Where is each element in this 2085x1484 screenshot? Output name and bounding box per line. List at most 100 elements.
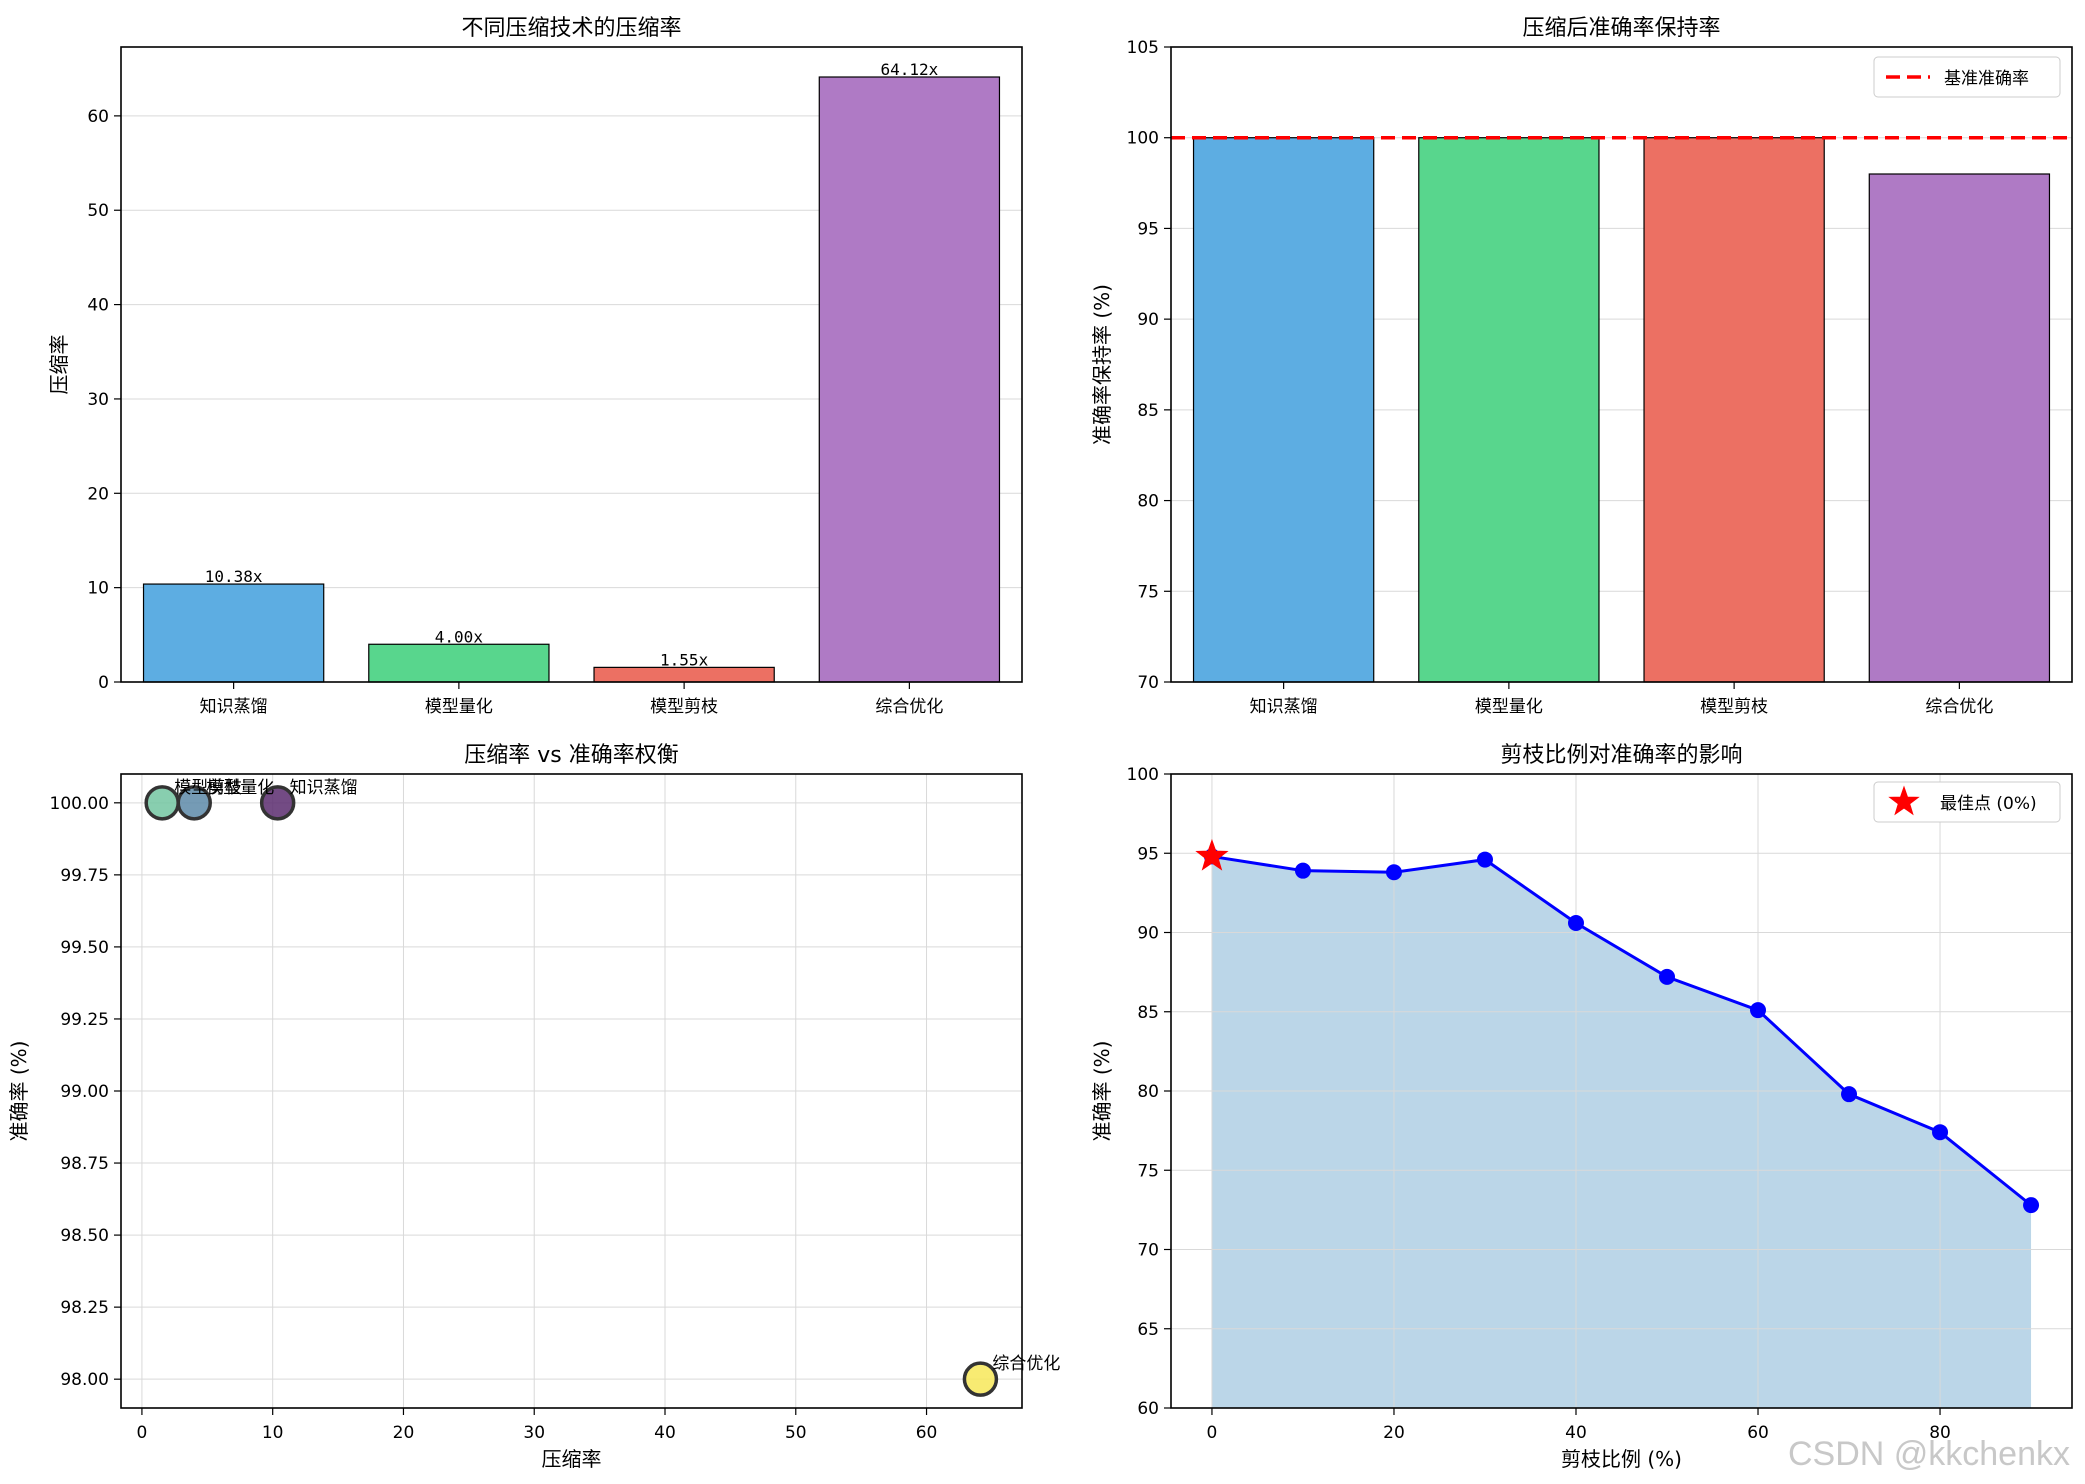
plot-frame <box>1170 773 2073 1409</box>
legend-label: 基准准确率 <box>1944 69 2029 89</box>
line-point <box>1750 1002 1767 1019</box>
y-tick-label: 95 <box>1137 844 1159 864</box>
bar <box>1643 137 1825 683</box>
point-label: 模型量化 <box>206 778 274 798</box>
y-axis-label: 压缩率 <box>47 335 71 395</box>
scatter-point <box>144 785 180 821</box>
bar <box>818 76 1001 683</box>
y-tick-label: 10 <box>87 579 109 599</box>
y-tick-label: 60 <box>1137 1399 1159 1419</box>
x-tick-label: 模型量化 <box>1475 697 1543 717</box>
y-axis-label: 准确率保持率 (%) <box>1090 284 1114 445</box>
y-tick-label: 85 <box>1137 401 1159 421</box>
y-tick-label: 99.00 <box>60 1082 109 1102</box>
bar <box>593 666 775 683</box>
point-label: 知识蒸馏 <box>290 778 358 798</box>
plot-frame <box>1170 46 2073 683</box>
x-tick-label: 50 <box>785 1423 807 1443</box>
x-tick-label: 20 <box>393 1423 415 1443</box>
x-tick-label: 40 <box>654 1423 676 1443</box>
x-tick-label: 知识蒸馏 <box>1250 697 1318 717</box>
x-tick-label: 10 <box>262 1423 284 1443</box>
x-tick-label: 20 <box>1383 1423 1405 1443</box>
bar-data-label: 10.38x <box>205 567 263 586</box>
y-tick-label: 90 <box>1137 924 1159 944</box>
y-tick-label: 98.50 <box>60 1226 109 1246</box>
y-tick-label: 80 <box>1137 492 1159 512</box>
legend-swatch <box>1888 785 1920 816</box>
y-tick-label: 100.00 <box>50 794 109 814</box>
x-tick-label: 模型剪枝 <box>650 697 718 717</box>
y-tick-label: 98.00 <box>60 1370 109 1390</box>
scatter-point <box>259 785 296 821</box>
x-tick-label: 60 <box>916 1423 938 1443</box>
line-point <box>1932 1124 1949 1141</box>
chart-title: 不同压缩技术的压缩率 <box>461 16 681 41</box>
point-label: 综合优化 <box>992 1354 1060 1374</box>
y-tick-label: 105 <box>1127 38 1159 58</box>
y-tick-label: 80 <box>1137 1082 1159 1102</box>
x-tick-label: 0 <box>1207 1423 1218 1443</box>
y-axis-label: 准确率 (%) <box>7 1041 31 1142</box>
x-tick-label: 80 <box>1929 1423 1951 1443</box>
area-fill <box>1211 856 2032 1408</box>
x-tick-label: 40 <box>1565 1423 1587 1443</box>
point-label: 模型剪枝 <box>174 778 242 798</box>
pruning-ratio-line-chart: 0 20 40 60 80 60 65 70 75 80 85 90 95 100 剪枝比例对准确率的影响准… <box>1090 743 2073 1471</box>
y-tick-label: 99.50 <box>60 938 109 958</box>
accuracy-retention-bar-chart: 70 75 80 85 90 95 100 105 知识蒸馏 模型量化 模型剪枝 综合优化 压缩后准确率… <box>1090 16 2073 717</box>
bar-data-label: 1.55x <box>660 650 709 669</box>
y-tick-label: 100 <box>1127 765 1159 785</box>
x-axis-label: 剪枝比例 (%) <box>1561 1447 1682 1471</box>
line-point <box>1567 914 1584 931</box>
bar <box>1418 137 1600 683</box>
ratio-accuracy-scatter-chart: 0 10 20 30 40 50 60 98.00 98.25 98.50 98.75 99.00 99… <box>7 743 1060 1471</box>
best-point-star <box>1195 838 1229 871</box>
series-line <box>1211 854 2032 1207</box>
y-tick-label: 65 <box>1137 1320 1159 1340</box>
y-tick-label: 98.25 <box>60 1298 109 1318</box>
y-tick-label: 75 <box>1137 1161 1159 1181</box>
x-tick-label: 模型剪枝 <box>1700 697 1768 717</box>
y-tick-label: 20 <box>87 484 109 504</box>
x-tick-label: 综合优化 <box>875 697 943 717</box>
bar <box>142 583 325 683</box>
chart-title: 压缩后准确率保持率 <box>1522 16 1720 41</box>
y-tick-label: 50 <box>87 201 109 221</box>
line-point <box>1841 1086 1858 1103</box>
y-tick-label: 40 <box>87 296 109 316</box>
plot-frame <box>120 46 1023 683</box>
x-tick-label: 综合优化 <box>1925 697 1993 717</box>
y-tick-label: 30 <box>87 390 109 410</box>
x-tick-label: 模型量化 <box>425 697 493 717</box>
watermark: CSDN @kkchenkx <box>1788 1435 2070 1473</box>
compression-ratio-bar-chart: 0 10 20 30 40 50 60 10.38x 知识蒸馏 4.00x 模型量化 1.55x 模型剪… <box>47 16 1023 717</box>
y-tick-label: 85 <box>1137 1003 1159 1023</box>
y-tick-label: 90 <box>1137 310 1159 330</box>
y-axis-label: 准确率 (%) <box>1090 1041 1114 1142</box>
y-tick-label: 99.75 <box>60 866 109 886</box>
y-tick-label: 99.25 <box>60 1010 109 1030</box>
line-point <box>2023 1197 2040 1214</box>
line-point <box>1385 864 1402 881</box>
bar <box>1192 137 1375 683</box>
scatter-point <box>962 1361 999 1397</box>
line-point <box>1476 851 1493 868</box>
bar <box>368 643 550 683</box>
y-tick-label: 98.75 <box>60 1154 109 1174</box>
bar <box>1868 173 2051 683</box>
bar-data-label: 64.12x <box>880 60 938 79</box>
bar-data-label: 4.00x <box>435 627 484 646</box>
chart-title: 剪枝比例对准确率的影响 <box>1500 743 1742 768</box>
legend-label: 最佳点 (0%) <box>1940 794 2037 814</box>
y-tick-label: 70 <box>1137 673 1159 693</box>
legend-box <box>1873 781 2061 823</box>
y-tick-label: 0 <box>98 673 109 693</box>
y-tick-label: 70 <box>1137 1241 1159 1261</box>
x-tick-label: 知识蒸馏 <box>200 697 268 717</box>
x-tick-label: 30 <box>523 1423 545 1443</box>
y-tick-label: 60 <box>87 107 109 127</box>
chart-title: 压缩率 vs 准确率权衡 <box>464 743 678 768</box>
y-tick-label: 95 <box>1137 219 1159 239</box>
